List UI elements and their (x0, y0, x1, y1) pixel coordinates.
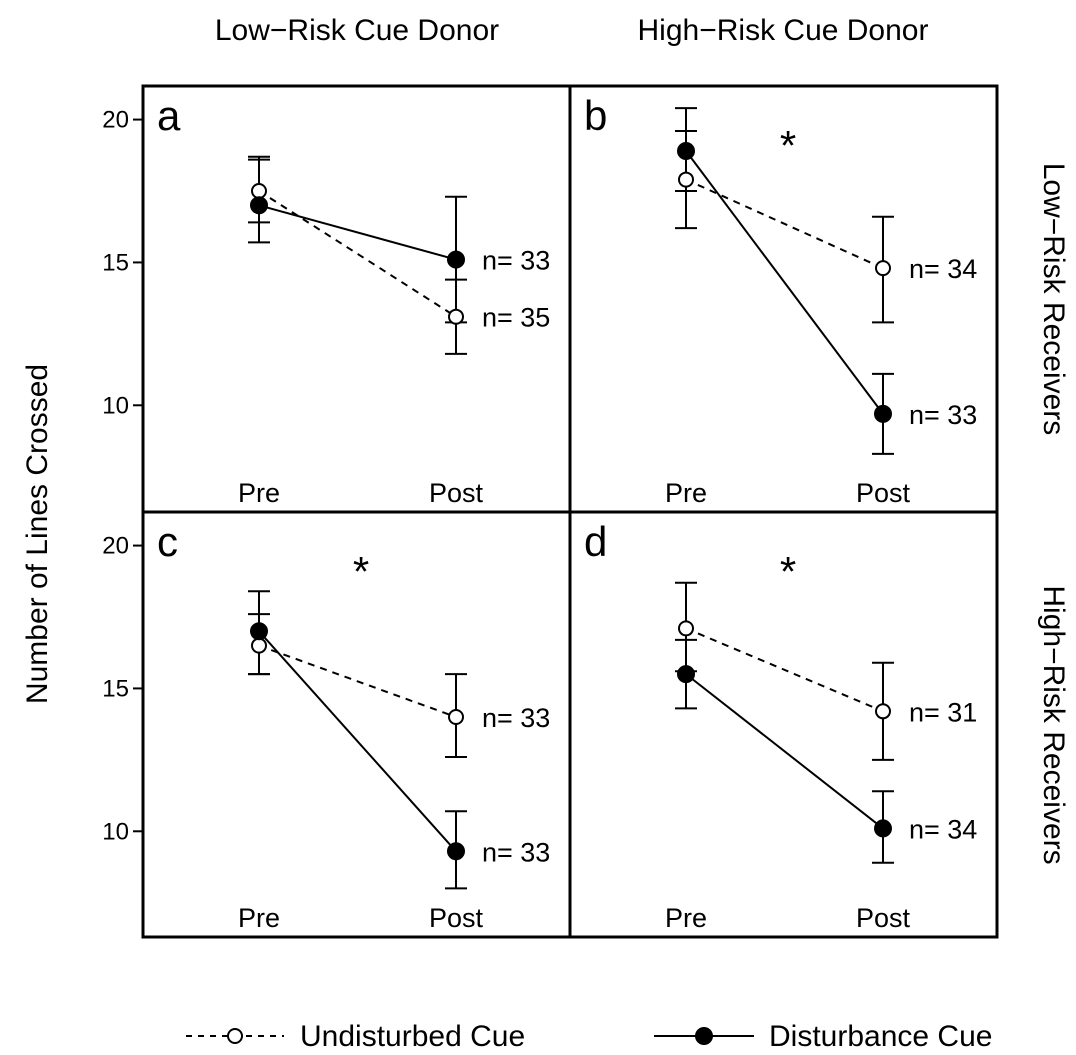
disturbance-series-line (258, 204, 457, 261)
x-category-label: Post (429, 478, 484, 508)
y-tick-label: 20 (102, 107, 129, 134)
panel-c: 10 15 20 c * Pre Post n= 33 n= 33 (102, 510, 572, 939)
legend: Undisturbed Cue Disturbance Cue (186, 1020, 992, 1053)
legend-undisturbed-marker (227, 1028, 243, 1044)
x-category-label: Pre (665, 478, 707, 508)
disturbance-n-label: n= 33 (482, 837, 550, 867)
undisturbed-point (448, 308, 464, 325)
y-tick-label: 10 (102, 392, 129, 419)
disturbance-series-line (685, 673, 884, 830)
undisturbed-point (251, 183, 267, 199)
legend-undisturbed-label: Undisturbed Cue (300, 1020, 525, 1053)
x-category-label: Post (429, 903, 484, 933)
legend-disturbance-marker (695, 1027, 713, 1045)
undisturbed-series-line (258, 644, 457, 718)
disturbance-n-label: n= 33 (909, 400, 977, 430)
undisturbed-point (678, 620, 694, 637)
undisturbed-point (251, 637, 267, 654)
panel-frame (568, 510, 999, 939)
undisturbed-n-label: n= 33 (482, 703, 550, 733)
x-category-label: Post (856, 478, 911, 508)
row-header-low-risk-receivers: Low−Risk Receivers (1037, 163, 1070, 436)
disturbance-point (677, 142, 695, 160)
undisturbed-point (448, 709, 464, 725)
x-category-label: Pre (238, 903, 280, 933)
undisturbed-point (875, 703, 891, 720)
row-header-high-risk-receivers: High−Risk Receivers (1037, 585, 1070, 864)
col-header-high-risk-donor: High−Risk Cue Donor (638, 14, 929, 47)
legend-disturbance-label: Disturbance Cue (769, 1020, 992, 1053)
y-tick-label: 10 (102, 818, 129, 845)
panels-group: 10 15 20 a Pre Post n= 35 n= 33 b * Pre Post n= 34 n=… (102, 84, 999, 939)
panel-b: b * Pre Post n= 34 n= 33 (568, 84, 999, 514)
x-category-label: Pre (238, 478, 280, 508)
panel-a: 10 15 20 a Pre Post n= 35 n= 33 (102, 84, 572, 514)
undisturbed-point (875, 260, 891, 277)
y-tick-label: 15 (102, 675, 129, 702)
undisturbed-n-label: n= 31 (909, 697, 977, 727)
disturbance-point (677, 665, 695, 684)
significance-marker: * (780, 548, 796, 595)
x-category-label: Pre (665, 903, 707, 933)
y-tick-label: 15 (102, 249, 129, 276)
panel-d: d * Pre Post n= 31 n= 34 (568, 510, 999, 939)
disturbance-point (874, 404, 892, 423)
disturbance-n-label: n= 34 (909, 814, 977, 844)
disturbance-point (250, 196, 268, 215)
disturbance-point (874, 819, 892, 838)
y-axis-label: Number of Lines Crossed (21, 364, 54, 704)
undisturbed-series-line (685, 627, 884, 713)
disturbance-n-label: n= 33 (482, 246, 550, 276)
disturbance-point (447, 842, 465, 861)
disturbance-series-line (258, 630, 457, 852)
undisturbed-n-label: n= 35 (482, 303, 550, 333)
panel-label: c (157, 518, 178, 565)
disturbance-point (447, 250, 465, 269)
undisturbed-point (678, 171, 694, 188)
undisturbed-series-line (685, 178, 884, 270)
y-tick-label: 20 (102, 533, 129, 560)
x-category-label: Post (856, 903, 911, 933)
significance-marker: * (780, 122, 796, 169)
disturbance-series-line (685, 150, 884, 415)
significance-marker: * (353, 548, 369, 595)
disturbance-point (250, 622, 268, 641)
panel-frame (141, 84, 572, 514)
undisturbed-n-label: n= 34 (909, 254, 977, 284)
panel-label: a (157, 92, 181, 139)
undisturbed-series-line (258, 190, 457, 318)
col-header-low-risk-donor: Low−Risk Cue Donor (215, 14, 499, 47)
panel-label: b (584, 92, 607, 139)
panel-label: d (584, 518, 607, 565)
